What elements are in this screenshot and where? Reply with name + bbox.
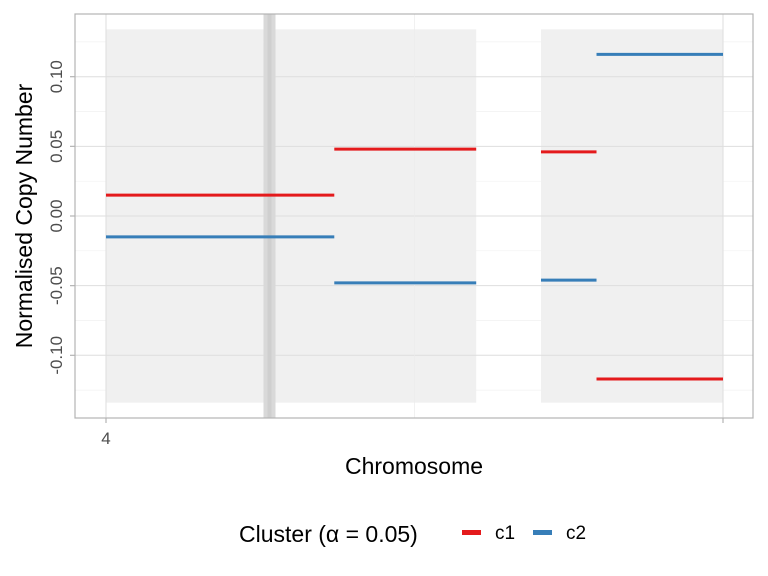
- x-axis-title: Chromosome: [345, 453, 483, 479]
- y-tick-label: 0.10: [47, 60, 66, 93]
- y-tick-label: 0.00: [47, 199, 66, 232]
- grid-lines: [75, 14, 753, 418]
- marker-band: [263, 14, 276, 418]
- y-axis-title: Normalised Copy Number: [11, 83, 37, 348]
- legend-title: Cluster (α = 0.05): [239, 521, 418, 547]
- y-axis: 0.10 0.05 0.00 -0.05 -0.10: [47, 60, 75, 375]
- y-tick-label: 0.05: [47, 130, 66, 163]
- legend-label-c2: c2: [566, 523, 586, 544]
- y-tick-label: -0.10: [47, 336, 66, 375]
- legend-items: c1 c2: [462, 523, 586, 544]
- legend: Cluster (α = 0.05) c1 c2: [239, 521, 586, 547]
- legend-label-c1: c1: [495, 523, 515, 544]
- x-tick-label: 4: [101, 429, 110, 448]
- x-axis: 4: [101, 418, 724, 448]
- legend-key-c2: [533, 530, 552, 535]
- y-tick-label: -0.05: [47, 266, 66, 305]
- marker-band-core: [267, 14, 272, 418]
- series-segments: [106, 52, 723, 381]
- legend-key-c1: [462, 530, 481, 535]
